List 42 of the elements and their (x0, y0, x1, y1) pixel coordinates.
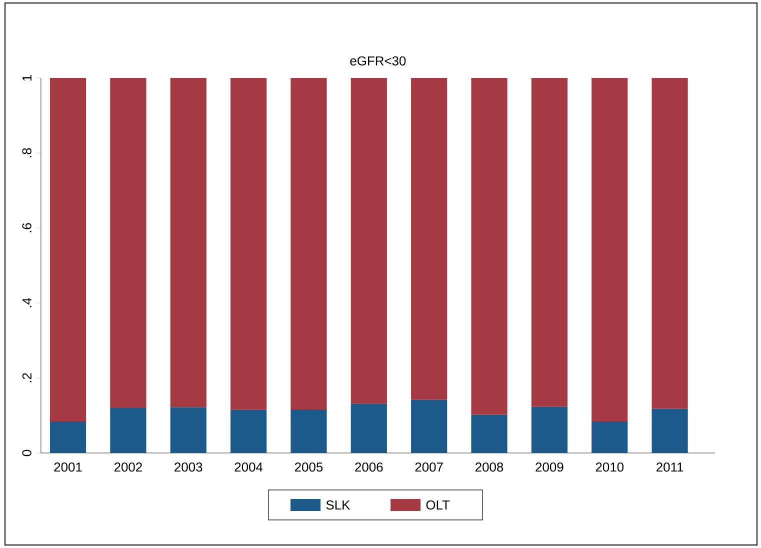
y-tick-label: .6 (22, 223, 32, 232)
legend-label: SLK (326, 500, 350, 510)
bar (592, 421, 628, 453)
bar (411, 78, 448, 400)
y-tick-label: .4 (22, 298, 32, 308)
x-tick-label: 2001 (54, 462, 82, 472)
x-tick-label: 2002 (114, 462, 142, 472)
x-tick-label: 2006 (355, 462, 383, 472)
bar (110, 408, 146, 453)
bar (230, 78, 267, 410)
bar (531, 406, 568, 453)
x-tick-label: 2009 (536, 462, 564, 472)
bar (290, 78, 327, 410)
x-tick-label: 2007 (415, 462, 443, 472)
bar (290, 409, 327, 453)
x-tick-label: 2005 (294, 462, 323, 472)
bar (350, 78, 387, 404)
bar (350, 404, 387, 453)
y-tick-label: 0 (22, 450, 32, 456)
bar (110, 78, 146, 408)
bar (170, 407, 206, 453)
bar (50, 421, 86, 453)
bar (411, 400, 448, 453)
y-tick-label: .2 (22, 373, 32, 382)
bar (531, 78, 568, 407)
legend-label: OLT (426, 500, 450, 510)
bar (230, 410, 267, 453)
bar (652, 408, 688, 453)
bar (471, 78, 508, 415)
y-tick-label: .8 (22, 148, 32, 158)
bar (170, 78, 206, 408)
x-tick-label: 2011 (656, 462, 684, 472)
x-tick-label: 2003 (174, 462, 202, 472)
x-tick-label: 2010 (596, 462, 624, 472)
chart-title: eGFR<30 (350, 56, 406, 66)
bar (652, 78, 688, 409)
x-tick-label: 2004 (234, 462, 263, 472)
bar (592, 78, 628, 422)
y-tick-label: 1 (22, 75, 32, 81)
x-tick-label: 2008 (476, 462, 504, 472)
bar (50, 78, 86, 422)
bar (471, 414, 508, 453)
